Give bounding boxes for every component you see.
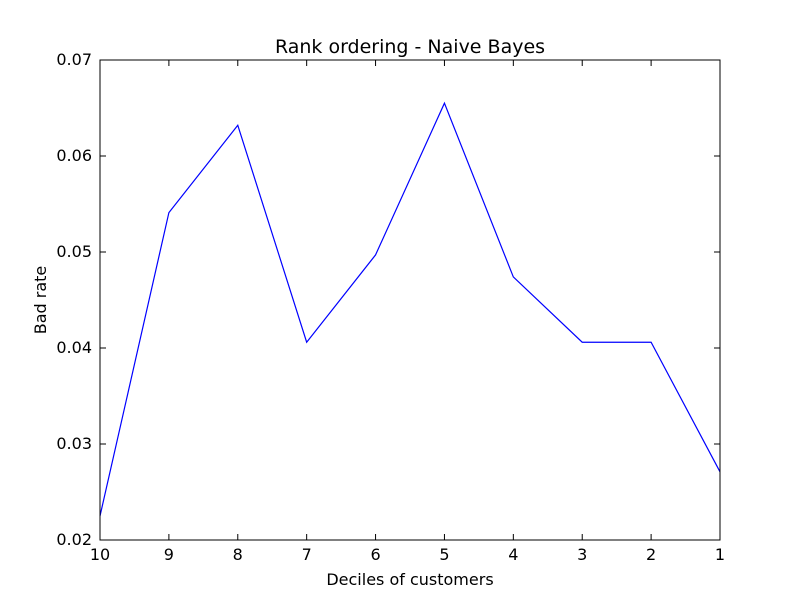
x-tick-label: 7 [302,545,312,564]
x-tick-label: 3 [577,545,587,564]
x-tick-label: 10 [90,545,110,564]
x-tick-label: 2 [646,545,656,564]
y-tick-label: 0.02 [56,530,92,549]
y-tick-label: 0.06 [56,146,92,165]
chart-title: Rank ordering - Naive Bayes [275,36,545,58]
plot-marks: 10 9 8 7 6 5 4 3 2 1 0.02 0.03 0.04 0.05 0.06 0.07 [56,50,725,564]
x-tick-label: 4 [508,545,518,564]
x-axis-label: Deciles of customers [326,570,493,589]
y-tick-label: 0.05 [56,242,92,261]
series-line-0 [99,101,721,517]
x-tick-label: 9 [164,545,174,564]
y-tick-label: 0.07 [56,50,92,69]
y-axis-label: Bad rate [31,266,50,335]
y-tick-label: 0.03 [56,434,92,453]
x-tick-label: 6 [370,545,380,564]
x-tick-label: 5 [439,545,449,564]
x-tick-label: 1 [715,545,725,564]
plot-frame [99,59,721,541]
y-tick-label: 0.04 [56,338,92,357]
x-tick-label: 8 [233,545,243,564]
